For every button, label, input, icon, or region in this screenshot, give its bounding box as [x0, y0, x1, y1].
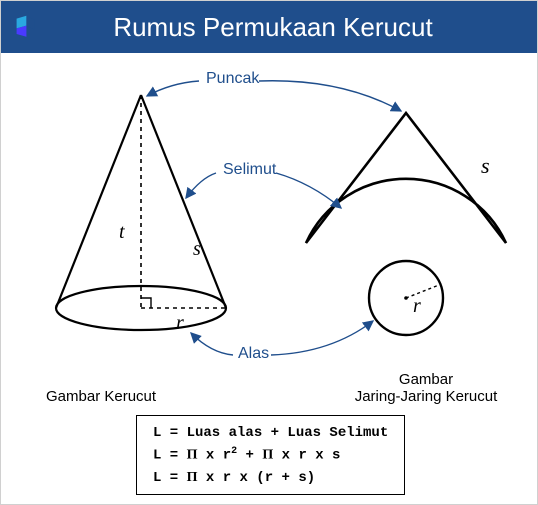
- net-figure: [306, 113, 506, 335]
- formula-line3: L = Π x r x (r + s): [153, 467, 388, 489]
- label-s-right: s: [481, 153, 490, 179]
- diagram-canvas: Puncak Selimut Alas t s r s r Gambar Ker…: [1, 53, 537, 505]
- caption-left: Gambar Kerucut: [46, 388, 156, 405]
- label-puncak: Puncak: [206, 70, 259, 88]
- header-bar: Rumus Permukaan Kerucut: [1, 1, 537, 53]
- cone-figure: [56, 95, 226, 330]
- diagram-card: Rumus Permukaan Kerucut: [0, 0, 538, 505]
- label-r-left: r: [176, 312, 184, 335]
- caption-right-l2: Jaring-Jaring Kerucut: [355, 388, 498, 405]
- label-alas: Alas: [238, 345, 269, 363]
- formula-line2: L = Π x r2 + Π x r x s: [153, 444, 388, 467]
- label-r-right: r: [413, 295, 421, 318]
- label-t: t: [119, 221, 125, 244]
- caption-right: Gambar Jaring-Jaring Kerucut: [341, 371, 511, 405]
- formula-line1: L = Luas alas + Luas Selimut: [153, 422, 388, 444]
- logo-icon: [11, 13, 39, 41]
- header-title: Rumus Permukaan Kerucut: [49, 12, 537, 43]
- label-s-left: s: [193, 238, 201, 261]
- label-selimut: Selimut: [223, 161, 276, 179]
- caption-right-l1: Gambar: [399, 371, 453, 388]
- formula-box: L = Luas alas + Luas Selimut L = Π x r2 …: [136, 415, 405, 495]
- pointer-arrows: [147, 81, 401, 355]
